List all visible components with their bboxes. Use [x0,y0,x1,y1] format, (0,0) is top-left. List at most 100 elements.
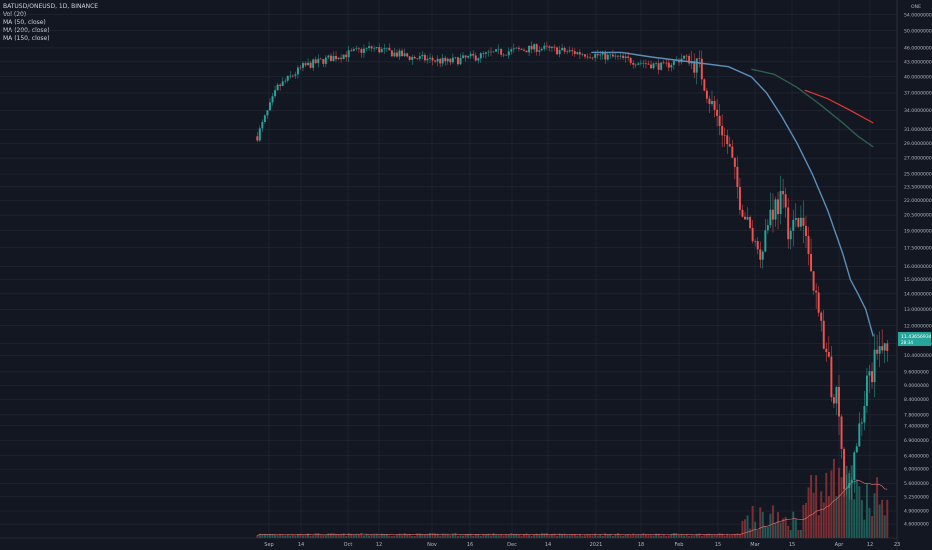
volume-bar [337,534,340,538]
volume-bar [677,534,680,538]
candle-body [871,371,873,383]
candle-body [436,58,439,62]
volume-bar [817,515,820,538]
candle-body [357,48,360,50]
time-axis[interactable]: Sep 14 Oct 12 Nov 16 Dec 14 2021 18 Feb 15 Mar 15 Apr 1… [264,542,900,548]
volume-bar [644,534,647,538]
y-tick-label: 5.6000000 [904,481,929,487]
volume-bar [375,534,378,538]
volume-bar [784,516,787,538]
candle-body [584,54,586,57]
volume-bar [838,467,840,538]
candle-body [329,55,332,62]
candle-body [853,452,856,481]
volume-bar [347,533,350,538]
volume-bar [622,535,625,538]
candle-body [291,75,294,77]
candle-body [281,81,284,86]
candle-body [845,487,848,489]
candle-body [764,230,767,252]
volume-bar [878,504,881,538]
volume-bar [619,535,622,538]
volume-bar [302,535,304,538]
candle-body [512,48,515,50]
volume-bar [662,534,665,538]
x-tick-label: Sep [264,542,273,548]
candle-body [711,101,713,104]
candle-body [474,55,477,61]
candle-body [370,46,373,49]
volume-bar [515,533,518,538]
candle-body [276,84,279,91]
volume-bar [703,534,706,538]
y-tick-label: 6.4000000 [904,453,929,459]
volume-bar [286,534,289,538]
candle-body [886,343,889,352]
candle-body [525,50,528,53]
legend-ma150: MA (150, close) [3,35,50,42]
volume-bar [429,533,431,538]
volume-bar [865,484,868,538]
volume-bar [751,505,754,538]
candle-body [352,49,355,51]
candle-body [263,115,266,122]
candle-body [314,59,317,64]
ma-line-0 [591,51,874,337]
candle-body [644,63,647,65]
candle-body [566,51,569,53]
volume-bar [299,533,302,538]
candle-body [868,371,871,376]
candle-body [543,45,546,49]
x-tick-label: Dec [507,542,517,548]
candle-body [355,48,358,50]
candle-body [342,54,345,60]
y-tick-label: 4.6000000 [904,522,929,528]
candle-body [462,55,465,58]
candle-body [695,58,698,73]
volume-bar [672,533,675,538]
y-tick-label: 8.4000000 [904,397,929,403]
candle-body [581,54,584,55]
y-tick-label: 22.0000000 [904,198,932,204]
candle-body [777,199,780,215]
candle-body [510,49,513,52]
candle-body [271,96,274,103]
volume-bar [830,470,833,538]
candle-body [784,194,787,208]
x-tick-label: 12 [376,542,382,548]
volume-bar [589,535,592,538]
candle-body [418,56,421,59]
candle-body [591,57,594,59]
candle-body [883,343,886,351]
candle-body [423,54,426,61]
volume-bar [421,534,424,538]
volume-bar [578,534,581,538]
volume-bar [324,535,327,538]
candle-body [741,209,744,217]
y-tick-label: 29.0000000 [904,141,932,147]
candle-body [797,218,800,227]
candle-body [561,47,564,51]
x-tick-label: Apr [835,542,845,548]
candle-body [746,217,749,220]
volume-bar [462,535,465,538]
volume-bar [634,534,637,538]
candle-body [726,135,729,145]
candle-body [553,46,556,48]
candle-body [642,62,645,64]
candle-body [563,47,566,52]
x-tick-label: Nov [427,542,437,548]
candle-body [533,44,536,50]
candle-body [571,50,574,52]
volume-bar [362,535,365,538]
volume-bar [596,535,599,538]
candle-body [815,290,818,293]
moving-averages [591,51,874,337]
candle-body [550,46,553,48]
ma-line-1 [751,68,874,148]
volume-bar [711,535,713,538]
volume-bar [291,534,294,538]
candle-body [286,75,289,81]
